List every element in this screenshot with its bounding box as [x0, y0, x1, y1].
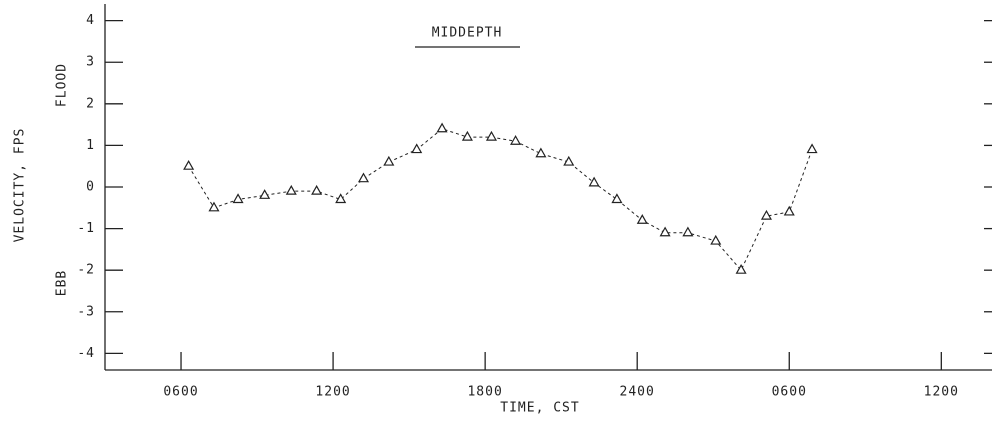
data-marker [232, 193, 244, 204]
y-axis-label: VELOCITY, FPS [13, 128, 28, 243]
data-marker [760, 209, 772, 220]
data-marker [806, 143, 818, 154]
data-marker [183, 159, 195, 170]
chart-title: MIDDEPTH [432, 26, 503, 41]
y-tick-label: 2 [86, 96, 95, 111]
data-marker [783, 205, 795, 216]
data-marker [311, 184, 323, 195]
data-marker [411, 143, 423, 154]
data-marker [285, 184, 297, 195]
y-tick-label: -1 [77, 221, 95, 236]
data-marker [383, 155, 395, 166]
ebb-label: EBB [55, 270, 70, 296]
data-marker [259, 189, 271, 199]
data-marker [208, 201, 220, 212]
data-marker [710, 234, 722, 245]
data-marker [563, 155, 575, 166]
x-tick-label: 0600 [772, 385, 807, 400]
x-tick-label: 2400 [620, 385, 655, 400]
data-marker [636, 214, 648, 224]
data-marker [535, 147, 547, 158]
y-tick-label: 1 [86, 138, 95, 153]
data-marker [357, 172, 370, 183]
x-tick-label: 1200 [315, 385, 350, 400]
x-axis-label: TIME, CST [500, 401, 579, 416]
y-tick-label: -3 [77, 304, 95, 319]
y-tick-label: -4 [77, 346, 95, 361]
data-marker [588, 176, 600, 187]
data-line [188, 128, 813, 272]
flood-label: FLOOD [55, 63, 70, 107]
data-marker [436, 122, 448, 133]
data-marker [461, 130, 473, 141]
y-tick-label: 0 [86, 180, 95, 195]
data-marker [485, 130, 498, 141]
data-marker [659, 226, 671, 237]
x-tick-label: 0600 [163, 385, 198, 400]
data-marker [335, 193, 347, 204]
x-tick-label: 1800 [467, 385, 502, 400]
y-tick-label: 3 [86, 55, 95, 70]
y-tick-label: 4 [86, 13, 95, 28]
data-marker [682, 226, 694, 237]
y-tick-label: -2 [77, 263, 95, 278]
data-marker [510, 135, 522, 145]
data-marker [735, 263, 747, 274]
x-tick-label: 1200 [924, 385, 959, 400]
data-marker [611, 193, 623, 204]
